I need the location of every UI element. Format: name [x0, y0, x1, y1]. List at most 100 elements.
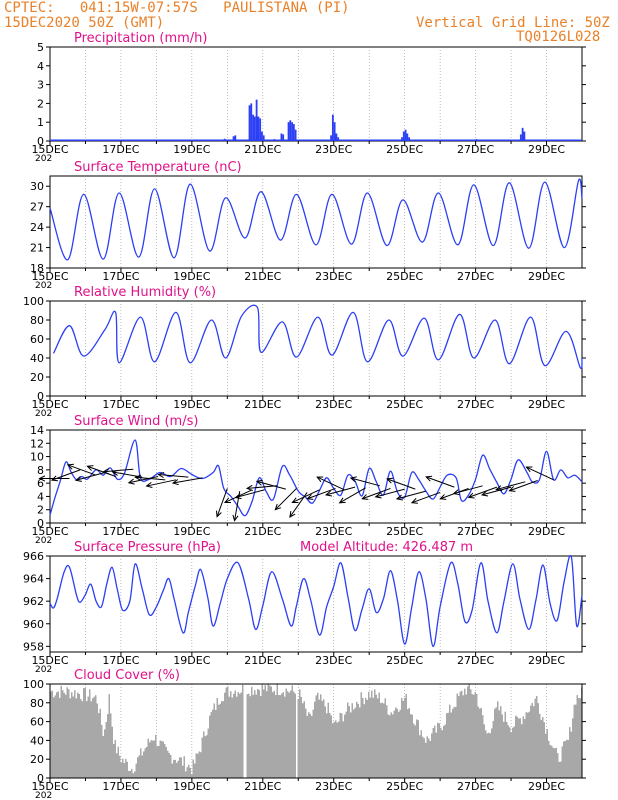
rh-xtick-label: 29DEC — [528, 398, 565, 411]
cloud-bar — [113, 744, 115, 778]
cloud-bar — [399, 709, 401, 778]
cloud-bar — [62, 690, 64, 778]
precip-bar — [232, 136, 235, 141]
cloud-ytick-label: 40 — [30, 734, 44, 747]
wind-vector — [235, 489, 265, 499]
cloud-bar — [527, 712, 529, 778]
cloud-xtick-label: 25DEC — [386, 780, 423, 793]
precip-bar — [294, 129, 297, 141]
cloud-bar — [489, 733, 491, 778]
cloud-bar — [287, 691, 289, 778]
cloud-bar — [441, 730, 443, 778]
cloud-bar — [461, 690, 463, 778]
cloud-bar — [389, 715, 391, 778]
cloud-bar — [194, 763, 196, 778]
cloud-bar — [531, 702, 533, 778]
wind-vector — [396, 490, 427, 500]
precip-bar — [331, 114, 334, 141]
cloud-bar — [545, 733, 547, 778]
cloud-bar — [156, 746, 158, 778]
cloud-bar — [90, 701, 92, 778]
precip-bar — [255, 99, 258, 141]
wind-vector — [509, 480, 538, 492]
cloud-bar — [281, 693, 283, 778]
cloud-bar — [290, 690, 292, 778]
cloud-bar — [404, 697, 406, 778]
wind-vector — [411, 491, 441, 504]
wind-vector — [87, 465, 116, 477]
pres-xtick-label: 23DEC — [315, 654, 352, 667]
cloud-bar — [294, 693, 296, 778]
wind-xtick-label: 27DEC — [457, 525, 494, 538]
rh-ytick-label: 0 — [37, 390, 44, 403]
cloud-bar — [455, 707, 457, 778]
cloud-bar — [123, 762, 125, 778]
cloud-bar — [425, 742, 427, 778]
wind-vector-head — [66, 463, 74, 470]
cloud-bar — [563, 741, 565, 778]
cloud-bar — [170, 754, 172, 778]
cloud-bar — [305, 708, 307, 778]
cloud-bar — [573, 704, 575, 778]
rh-ytick-label: 100 — [23, 295, 44, 308]
wind-ytick-label: 14 — [30, 424, 44, 437]
temp-xtick-label: 17DEC — [102, 270, 139, 283]
cloud-bar — [495, 707, 497, 778]
wind-year-stub: 202 — [35, 536, 52, 546]
cloud-bar — [312, 709, 314, 778]
wind-vector — [274, 488, 297, 511]
temp-series-line — [49, 178, 583, 261]
cloud-bar — [509, 727, 511, 778]
cloud-bar — [204, 736, 206, 778]
cloud-bar — [459, 691, 461, 778]
cloud-bar — [218, 704, 220, 778]
cloud-bar — [149, 742, 151, 778]
cloud-bar — [539, 713, 541, 778]
cloud-bar — [422, 736, 424, 778]
cloud-bar — [261, 684, 263, 778]
cloud-bar — [347, 702, 349, 778]
cloud-bar — [119, 755, 121, 778]
cloud-bar — [576, 695, 578, 778]
precip-baseline-bar — [50, 139, 582, 141]
cloud-bar — [491, 728, 493, 778]
precip-bar — [262, 135, 265, 141]
cloud-xtick-label: 23DEC — [315, 780, 352, 793]
cloud-bar — [236, 696, 238, 778]
cloud-bar — [311, 715, 313, 778]
precip-bar — [252, 114, 254, 141]
precip-year-stub: 202 — [35, 154, 52, 164]
wind-vector-head — [145, 481, 153, 488]
precip-ytick-label: 5 — [37, 41, 44, 54]
cloud-bar — [521, 724, 523, 778]
cloud-bar — [59, 697, 61, 778]
cloud-bar — [174, 759, 176, 778]
cloud-bar — [291, 685, 293, 778]
cloud-bar — [471, 694, 473, 778]
cloud-bar — [435, 732, 437, 778]
cloud-bar — [131, 768, 133, 778]
wind-vector — [307, 487, 336, 500]
cloud-bar — [338, 721, 340, 778]
cloud-bar — [362, 697, 364, 778]
cloud-bar — [474, 692, 476, 778]
cloud-bar — [185, 771, 187, 778]
cloud-bar — [209, 715, 211, 778]
cloud-bar — [534, 698, 536, 778]
cloud-bar — [357, 703, 359, 778]
precip-xtick-label: 25DEC — [386, 143, 423, 156]
cloud-bar — [254, 690, 256, 778]
temp-xtick-label: 23DEC — [315, 270, 352, 283]
precip-bar — [289, 120, 292, 141]
station-header-line1: CPTEC: 041:15W-07:57S PAULISTANA (PI) — [4, 0, 350, 16]
cloud-bar — [320, 694, 322, 778]
cloud-bar — [89, 689, 91, 778]
wind-ytick-label: 8 — [37, 464, 44, 477]
wind-vector-head — [324, 490, 333, 497]
cloud-bar — [102, 736, 104, 778]
cloud-bar — [57, 691, 59, 778]
cloud-bar — [452, 708, 454, 778]
wind-vector-head — [157, 471, 165, 479]
pres-xtick-label: 15DEC — [31, 654, 68, 667]
cloud-bar — [117, 746, 119, 778]
